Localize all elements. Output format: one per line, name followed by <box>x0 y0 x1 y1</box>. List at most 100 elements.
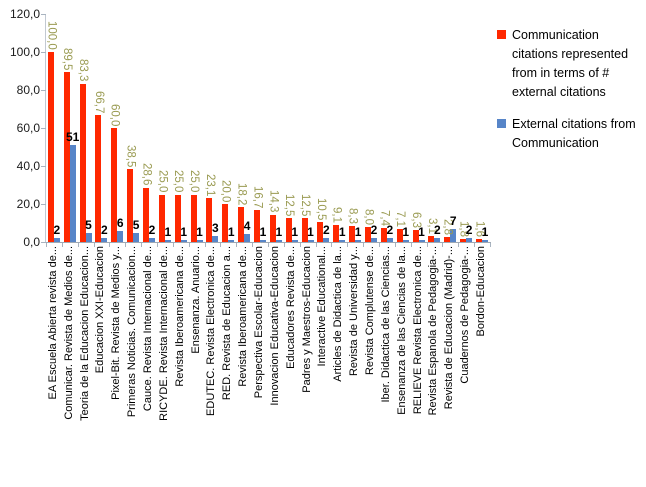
y-axis-tick-label: 120,0 <box>9 7 40 21</box>
blue-bar <box>291 240 298 242</box>
x-axis-category-label: EDUTEC. Revista Electronica de... <box>205 246 218 416</box>
blue-bar-value-label: 1 <box>338 225 346 240</box>
x-axis-tick-mark <box>236 243 238 247</box>
blue-bar-value-label: 1 <box>418 225 425 240</box>
y-axis-tick-label: 40,0 <box>16 159 40 173</box>
red-bar <box>79 83 86 242</box>
blue-bar <box>244 234 251 242</box>
x-axis-category-label: Primeras Noticias. Comunicacion... <box>126 246 139 418</box>
blue-bar-value-label: 2 <box>465 223 473 238</box>
red-bar-value-label: 9,1 <box>330 206 343 223</box>
x-axis-tick-mark <box>458 243 460 247</box>
red-bar-value-label: 2,8 <box>441 218 454 235</box>
red-bar <box>301 218 308 242</box>
blue-bar-value-label: 6 <box>116 215 124 230</box>
x-axis-category-label: Perspectiva Escolar-Educacion <box>252 246 265 399</box>
x-axis-tick-mark <box>363 243 365 247</box>
y-axis-tick-mark <box>41 166 46 167</box>
red-bar-value-label: 25,0 <box>172 170 185 193</box>
blue-bar <box>370 238 377 242</box>
x-axis-category-label: Ensenanza. Anuario... <box>189 246 202 354</box>
red-bar-value-label: 14,3 <box>267 190 280 213</box>
x-axis-category-label: Cauce. Revista Internacional de... <box>141 246 154 412</box>
red-bar <box>412 230 419 242</box>
red-bar <box>269 214 276 242</box>
y-axis-tick-label: 60,0 <box>16 121 40 135</box>
red-bar <box>460 238 467 242</box>
red-bar <box>222 204 229 242</box>
x-axis-tick-mark <box>141 243 143 247</box>
x-axis-category-label: Revista Complutense de... <box>363 246 376 376</box>
legend-label: External citations from Communication <box>512 117 636 150</box>
x-axis-tick-mark <box>331 243 333 247</box>
red-bar-value-label: 83,3 <box>77 59 89 82</box>
blue-bar <box>164 240 171 242</box>
blue-bar <box>133 232 140 242</box>
blue-bar <box>212 236 219 242</box>
blue-bar <box>259 240 266 242</box>
x-axis-tick-mark <box>442 243 444 247</box>
blue-bar-value-label: 2 <box>53 223 61 238</box>
y-axis-tick-mark <box>41 52 46 53</box>
red-bar <box>317 222 324 242</box>
red-bar-value-label: 3,1 <box>425 218 438 235</box>
x-axis-tick-mark <box>299 243 301 247</box>
x-axis-tick-mark <box>252 243 254 247</box>
blue-bar <box>117 230 124 242</box>
red-bar-value-label: 10,5 <box>314 197 327 221</box>
blue-bar-value-label: 1 <box>180 225 187 240</box>
red-bar <box>47 52 54 242</box>
red-bar-value-label: 66,7 <box>92 90 105 114</box>
x-axis-tick-mark <box>268 243 269 247</box>
x-axis-category-label: Iber. Didactica de las Ciencias... <box>379 246 392 403</box>
red-bar-value-label: 12,5 <box>299 193 311 217</box>
x-axis-tick-mark <box>347 243 349 247</box>
x-axis-tick-mark <box>490 243 491 247</box>
x-axis-tick-mark <box>46 243 47 247</box>
x-axis-category-label: EA Escuela Abierta revista de... <box>46 246 59 400</box>
blue-bar <box>466 238 473 242</box>
x-axis-tick-mark <box>410 243 412 247</box>
red-bar <box>174 194 181 242</box>
x-axis-tick-mark <box>474 243 476 247</box>
x-axis-category-label: Articles de Didactica de la... <box>332 246 345 382</box>
x-axis-category-label: Teoria de la Educacion Educacion... <box>78 246 91 421</box>
red-series-swatch-icon <box>497 30 506 39</box>
x-axis-category-label: Padres y Maestros-Educacion <box>300 246 313 393</box>
x-axis-category-label: Revista Espanola de Pedagogia-... <box>427 246 440 416</box>
blue-bar-value-label: 1 <box>402 225 409 240</box>
x-axis-category-label: Revista Iberoamericana de... <box>237 246 250 387</box>
red-bar <box>364 226 371 242</box>
red-bar <box>253 210 260 242</box>
red-bar-value-label: 8,3 <box>346 208 359 225</box>
blue-bar-value-label: 1 <box>259 225 267 240</box>
red-bar <box>158 194 165 242</box>
blue-bar <box>402 240 409 242</box>
blue-bar <box>148 238 155 242</box>
red-bar <box>127 168 134 242</box>
red-bar-value-label: 60,0 <box>108 103 121 126</box>
x-axis-tick-mark <box>157 243 158 247</box>
red-bar-value-label: 7,1 <box>394 210 407 227</box>
blue-bar <box>69 145 76 242</box>
x-axis-tick-mark <box>220 243 222 247</box>
x-axis-tick-mark <box>93 243 95 247</box>
x-axis-tick-mark <box>61 243 63 247</box>
blue-bar <box>53 238 60 242</box>
x-axis-tick-mark <box>77 243 79 247</box>
blue-bar <box>275 240 282 242</box>
blue-bar-value-label: 51 <box>65 130 80 145</box>
x-axis-category-label: RICYDE. Revista Internacional de... <box>157 246 170 421</box>
blue-bar <box>418 240 425 242</box>
x-axis-category-label: Interactive Educational... <box>316 246 329 367</box>
x-axis-category-label: Revista de Universidad y... <box>348 246 361 377</box>
legend-item-red-series: Communication citations represented from… <box>497 26 645 102</box>
blue-bar-value-label: 2 <box>434 223 441 238</box>
x-axis-line <box>45 242 491 243</box>
blue-bar-value-label: 1 <box>481 225 489 240</box>
red-bar-value-label: 18,2 <box>235 183 248 206</box>
red-bar <box>190 194 197 242</box>
blue-bar <box>386 238 393 242</box>
blue-bar <box>355 240 362 242</box>
blue-bar-value-label: 7 <box>449 213 457 228</box>
